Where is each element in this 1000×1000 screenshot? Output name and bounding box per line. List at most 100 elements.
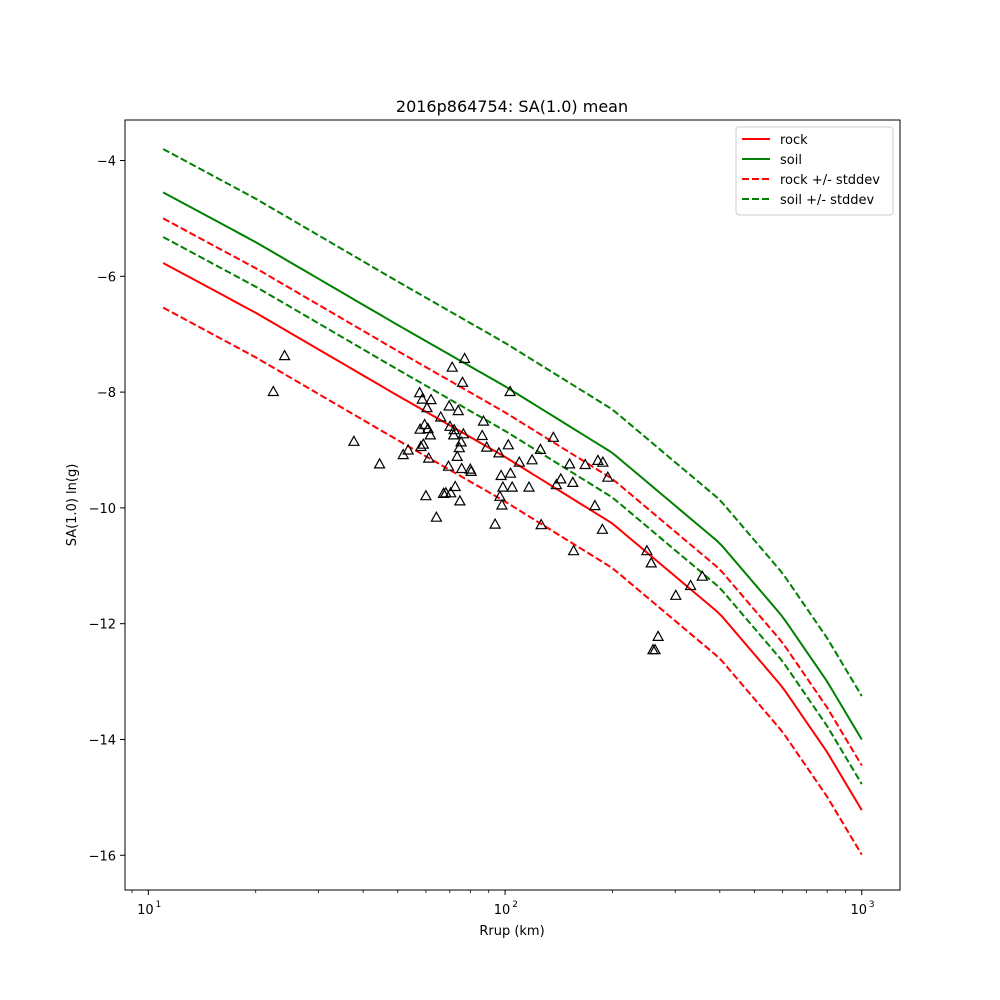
data-point bbox=[504, 466, 517, 478]
data-point bbox=[591, 454, 604, 465]
data-point bbox=[684, 579, 697, 591]
data-point bbox=[566, 476, 579, 487]
data-point bbox=[456, 376, 469, 387]
data-point bbox=[347, 435, 360, 446]
data-point bbox=[596, 455, 609, 467]
data-point bbox=[696, 569, 709, 581]
data-point bbox=[413, 386, 426, 398]
data-point bbox=[477, 414, 490, 426]
y-tick-label: −16 bbox=[89, 849, 116, 864]
data-point bbox=[449, 480, 462, 492]
plot-area bbox=[162, 148, 863, 856]
data-point bbox=[504, 385, 517, 397]
data-point bbox=[563, 457, 576, 469]
data-point bbox=[455, 435, 468, 447]
data-point bbox=[452, 404, 465, 416]
data-point bbox=[278, 349, 291, 361]
plot-frame bbox=[124, 119, 901, 891]
legend: rock soil rock +/- stddev soil +/- stddev bbox=[735, 126, 894, 216]
data-point bbox=[652, 630, 665, 642]
data-point bbox=[495, 498, 508, 510]
data-point bbox=[645, 556, 658, 568]
data-point bbox=[457, 427, 470, 439]
data-point bbox=[458, 352, 471, 364]
data-point bbox=[567, 544, 580, 556]
x-axis-label: Rrup (km) bbox=[479, 924, 544, 939]
data-point bbox=[373, 457, 386, 469]
data-point bbox=[451, 450, 464, 461]
x-tick-label: 10 bbox=[850, 903, 867, 918]
y-axis-label: SA(1.0) ln(g) bbox=[65, 464, 80, 547]
data-point bbox=[506, 480, 519, 492]
x-tick-label: 10 bbox=[494, 903, 511, 918]
legend-label: rock +/- stddev bbox=[780, 173, 880, 188]
data-point bbox=[443, 420, 457, 431]
y-tick-label: −4 bbox=[97, 155, 116, 170]
data-point bbox=[453, 494, 466, 506]
series-line-5 bbox=[162, 236, 863, 785]
data-point bbox=[416, 392, 429, 404]
legend-label: rock bbox=[780, 133, 808, 148]
data-point bbox=[669, 589, 682, 600]
data-point bbox=[422, 451, 435, 463]
data-point bbox=[513, 455, 526, 467]
data-point bbox=[430, 510, 443, 522]
data-point bbox=[447, 428, 460, 440]
data-point bbox=[526, 453, 539, 465]
x-tick-exponent: 3 bbox=[869, 900, 875, 910]
data-point bbox=[442, 459, 455, 471]
data-point bbox=[588, 499, 601, 511]
data-point bbox=[492, 446, 505, 458]
axes: −16−14−12−10−8−6−410 1 10 2 10 3 bbox=[89, 119, 901, 918]
series-line-4 bbox=[162, 148, 863, 697]
data-point bbox=[424, 393, 438, 405]
data-point bbox=[480, 440, 493, 452]
data-point bbox=[402, 443, 415, 455]
legend-box bbox=[735, 126, 894, 216]
data-point bbox=[446, 360, 459, 372]
data-point bbox=[453, 441, 466, 453]
data-point bbox=[547, 431, 560, 442]
legend-label: soil +/- stddev bbox=[780, 193, 875, 208]
data-point bbox=[419, 489, 432, 501]
data-point bbox=[522, 480, 536, 492]
data-point bbox=[493, 490, 506, 501]
data-point bbox=[554, 472, 567, 484]
y-tick-label: −10 bbox=[89, 502, 116, 517]
chart-title: 2016p864754: SA(1.0) mean bbox=[396, 97, 628, 116]
data-point bbox=[443, 399, 456, 411]
data-point bbox=[502, 438, 515, 450]
data-point bbox=[455, 462, 468, 474]
data-point bbox=[267, 385, 280, 397]
y-tick-label: −6 bbox=[97, 270, 116, 285]
y-tick-label: −14 bbox=[89, 733, 116, 748]
y-tick-label: −12 bbox=[89, 618, 116, 633]
data-point bbox=[534, 443, 547, 454]
data-point bbox=[448, 423, 461, 435]
data-point bbox=[489, 517, 502, 529]
data-point bbox=[601, 470, 614, 482]
data-point bbox=[421, 422, 435, 434]
data-point bbox=[550, 478, 563, 490]
data-point bbox=[648, 643, 662, 655]
legend-label: soil bbox=[780, 153, 802, 168]
x-tick-exponent: 1 bbox=[155, 900, 161, 910]
data-point bbox=[417, 437, 430, 449]
data-point bbox=[535, 518, 548, 530]
data-point bbox=[420, 401, 434, 413]
data-point bbox=[640, 544, 653, 556]
data-point bbox=[434, 410, 447, 422]
series-line-3 bbox=[162, 306, 863, 856]
data-point bbox=[414, 440, 427, 452]
series-line-2 bbox=[162, 217, 863, 767]
data-point bbox=[476, 429, 489, 441]
data-point bbox=[579, 458, 592, 470]
data-point bbox=[465, 465, 478, 476]
data-point bbox=[596, 523, 609, 534]
data-point bbox=[495, 469, 508, 481]
data-point bbox=[444, 486, 457, 498]
y-tick-label: −8 bbox=[97, 386, 116, 401]
data-point bbox=[496, 480, 509, 492]
x-tick-label: 10 bbox=[137, 903, 154, 918]
